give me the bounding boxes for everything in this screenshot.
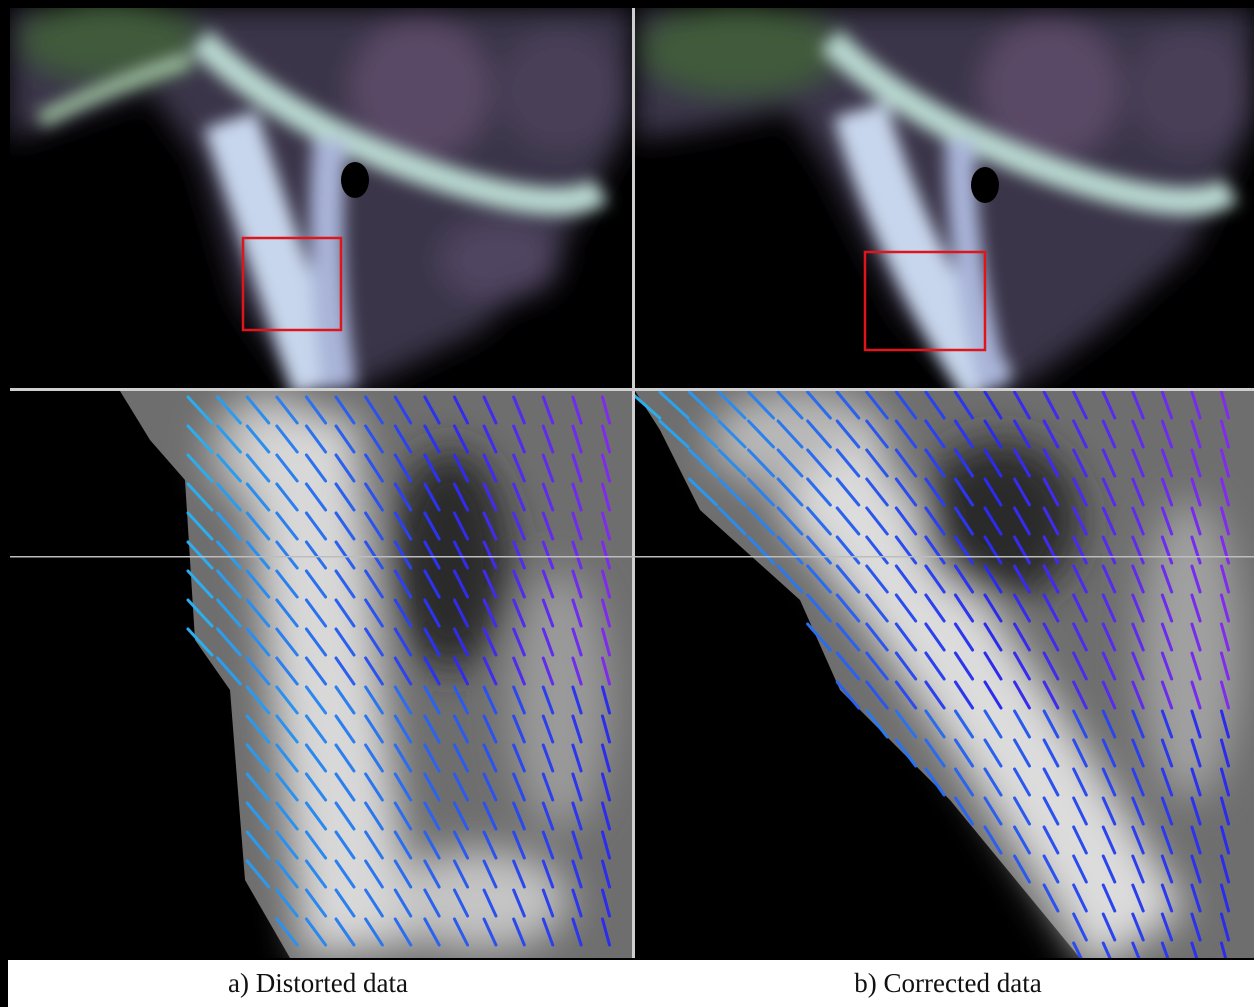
left-strip (0, 958, 8, 1007)
caption: b) Corrected data (854, 968, 1041, 998)
divider (632, 8, 635, 958)
page: a) Distorted data b) Corrected data (() … (0, 0, 1254, 1007)
figure: a) Distorted data b) Corrected data (0, 0, 1254, 1007)
bottom-right-panel (630, 390, 1254, 969)
divider (10, 388, 1254, 391)
top-left-panel (10, 0, 632, 388)
bottom-left-panel (10, 390, 632, 958)
top-right-panel (635, 5, 1254, 388)
guide-line (10, 556, 1254, 558)
caption: a) Distorted data (228, 968, 408, 998)
